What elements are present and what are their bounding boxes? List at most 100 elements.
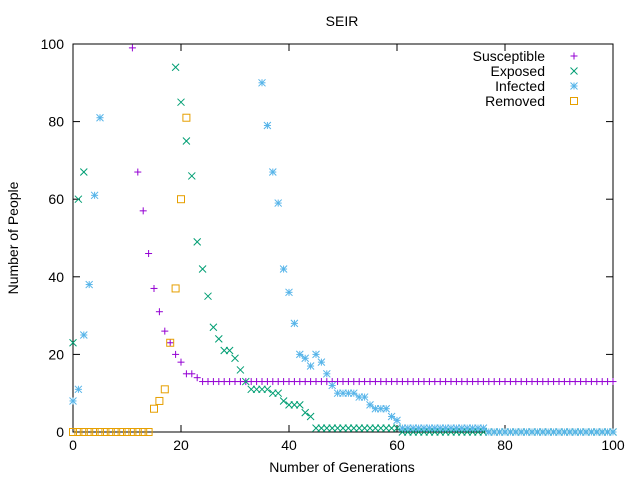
infected-point xyxy=(263,121,272,130)
exposed-point xyxy=(447,428,455,436)
infected-point xyxy=(333,389,342,398)
infected-point xyxy=(90,191,99,200)
exposed-point xyxy=(301,408,310,417)
legend-label: Exposed xyxy=(491,63,545,79)
exposed-point xyxy=(333,424,342,432)
exposed-point xyxy=(279,397,288,405)
exposed-point xyxy=(252,385,261,394)
exposed-point xyxy=(366,424,374,432)
exposed-point xyxy=(177,98,185,107)
exposed-point xyxy=(285,400,293,409)
removed-point xyxy=(144,428,153,436)
infected-point xyxy=(85,280,94,289)
y-axis-label: Number of People xyxy=(5,181,21,294)
infected-point xyxy=(479,424,488,432)
exposed-point xyxy=(263,385,272,394)
exposed-point xyxy=(328,424,337,432)
exposed-point xyxy=(322,424,331,432)
y-tick-label: 80 xyxy=(48,114,64,130)
removed-point xyxy=(101,428,110,436)
x-axis-label: Number of Generations xyxy=(269,459,415,475)
series-infected xyxy=(69,78,617,436)
x-tick-label: 20 xyxy=(173,437,189,453)
exposed-point xyxy=(74,195,83,204)
removed-point xyxy=(155,396,164,405)
y-tick-label: 40 xyxy=(48,269,64,285)
exposed-point xyxy=(425,428,434,436)
exposed-point xyxy=(371,424,380,432)
legend-marker xyxy=(570,52,578,60)
exposed-point xyxy=(247,385,256,394)
removed-point xyxy=(139,428,148,436)
exposed-point xyxy=(430,428,439,436)
exposed-point xyxy=(171,63,180,72)
removed-point xyxy=(96,428,104,436)
susceptible-point xyxy=(166,339,174,347)
exposed-point xyxy=(193,238,202,246)
removed-point xyxy=(133,428,142,436)
exposed-point xyxy=(274,389,283,398)
infected-point xyxy=(69,397,77,405)
exposed-point xyxy=(479,428,488,436)
exposed-point xyxy=(290,400,299,409)
infected-point xyxy=(355,393,364,401)
infected-point xyxy=(371,404,380,413)
legend-label: Infected xyxy=(495,78,545,94)
infected-point xyxy=(441,424,450,432)
infected-point xyxy=(598,428,607,436)
removed-point xyxy=(123,428,131,436)
removed-point xyxy=(79,428,88,436)
infected-point xyxy=(258,78,266,87)
y-tick-label: 20 xyxy=(48,346,64,362)
exposed-point xyxy=(241,377,250,386)
infected-point xyxy=(468,424,477,432)
legend-marker xyxy=(570,97,578,105)
series-removed xyxy=(69,113,191,436)
exposed-point xyxy=(441,428,450,436)
exposed-point xyxy=(344,424,353,432)
exposed-point xyxy=(393,424,401,432)
infected-point xyxy=(349,389,358,398)
infected-point xyxy=(328,381,337,390)
susceptible-point xyxy=(609,378,617,386)
y-tick-label: 0 xyxy=(56,424,64,440)
plot-frame xyxy=(72,43,614,433)
infected-point xyxy=(501,428,509,436)
infected-point xyxy=(322,369,331,378)
infected-point xyxy=(420,424,428,432)
infected-point xyxy=(463,424,472,432)
infected-point xyxy=(344,389,353,398)
x-tick-label: 100 xyxy=(601,437,625,453)
susceptible-point xyxy=(128,44,136,52)
removed-point xyxy=(117,428,126,436)
exposed-point xyxy=(382,424,391,432)
exposed-point xyxy=(231,354,239,363)
susceptible-point xyxy=(177,358,185,366)
infected-point xyxy=(301,354,310,363)
susceptible-point xyxy=(134,168,142,176)
exposed-point xyxy=(414,428,423,436)
removed-point xyxy=(166,338,175,347)
infected-point xyxy=(360,393,369,401)
exposed-point xyxy=(317,424,326,432)
legend-label: Removed xyxy=(485,93,545,109)
infected-point xyxy=(290,319,299,328)
exposed-point xyxy=(403,428,412,436)
infected-point xyxy=(409,424,418,432)
infected-point xyxy=(317,358,326,367)
infected-point xyxy=(285,288,293,297)
exposed-point xyxy=(463,428,472,436)
exposed-point xyxy=(268,389,277,398)
susceptible-point xyxy=(188,370,196,378)
infected-point xyxy=(609,428,617,436)
removed-point xyxy=(85,428,94,436)
exposed-point xyxy=(204,292,212,301)
exposed-point xyxy=(474,428,482,436)
y-tick-label: 60 xyxy=(48,191,64,207)
exposed-point xyxy=(79,168,88,176)
infected-point xyxy=(79,331,88,339)
axis-ticks: 0 20 40 60 80 100 0 20 40 60 80 100 xyxy=(41,36,625,453)
infected-point xyxy=(366,400,374,409)
exposed-point xyxy=(436,428,445,436)
